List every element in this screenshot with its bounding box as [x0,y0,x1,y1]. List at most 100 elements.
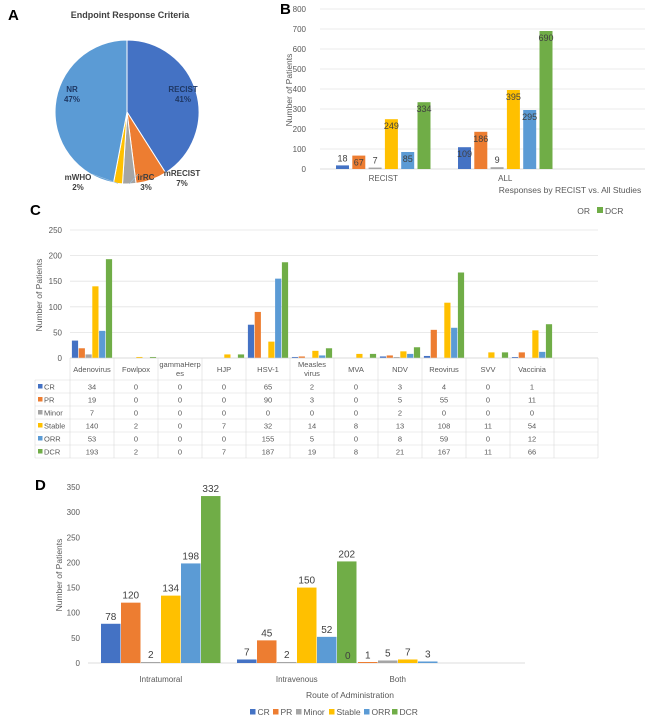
c-bar-hjp-stable [224,354,231,358]
b-bar-all-minor [490,167,504,169]
c-table-cell-minor-fowlpox: 0 [134,409,138,418]
d-y-tick-150: 150 [67,584,81,593]
c-table-cell-cr-adenovirus: 34 [88,383,96,392]
d-bar-intravenous-minor [277,661,297,663]
c-bar-adenovirus-dcr [105,259,113,358]
c-bar-adenovirus-minor [85,354,92,358]
d-bar-both-orr [418,661,438,663]
d-data-label-intravenous-orr: 52 [321,625,333,636]
c-table-row-label-cr: CR [44,383,55,392]
b-x-axis-title: Responses by RECIST vs. All Studies [499,185,642,195]
pie-leader-irrc [129,173,139,185]
c-table-cell-stable-fowlpox: 2 [134,422,138,431]
c-table-cell-pr-hsv-1: 90 [264,396,272,405]
b-data-label-all-minor: 9 [495,155,500,165]
c-bar-adenovirus-cr [71,340,79,358]
pie-pct-mwho: 2% [72,183,84,192]
pie-pct-irrc: 3% [140,183,152,192]
c-bar-measles-virus-pr [298,356,305,358]
c-bar-hsv-1-pr [254,311,261,358]
c-table-header-fowlpox: Fowlpox [122,365,150,374]
c-table-cell-cr-fowlpox: 0 [134,383,138,392]
c-y-tick-200: 200 [49,252,63,261]
c-table-cell-stable-vaccinia: 54 [528,422,536,431]
b-y-axis-title: Number of Patients [284,54,294,127]
c-y-tick-0: 0 [58,354,63,363]
b-data-label-recist-stable: 249 [384,121,399,131]
c-table-cell-stable-hjp: 7 [222,422,226,431]
b-data-label-all-orr: 295 [522,112,537,122]
c-table-cell-stable-mva: 8 [354,422,358,431]
b-data-label-recist-orr: 85 [403,154,413,164]
d-bar-intravenous-dcr [337,561,357,663]
c-table-cell-minor-adenovirus: 7 [90,409,94,418]
d-legend-label-cr: CR [258,707,270,717]
c-table-cell-orr-hjp: 0 [222,435,226,444]
d-y-tick-350: 350 [67,483,81,492]
c-table-row-label-dcr: DCR [44,448,61,457]
d-legend-label-orr: ORR [372,707,391,717]
c-bar-fowlpox-dcr [149,356,157,358]
c-bar-measles-virus-orr [319,355,326,358]
pie-pct-nr: 47% [64,95,80,104]
c-table-header-gammaherpes: es [176,369,184,378]
c-table-cell-cr-hjp: 0 [222,383,226,392]
c-table-cell-orr-adenovirus: 53 [88,435,96,444]
c-table-cell-stable-ndv: 13 [396,422,404,431]
c-table-cell-pr-hjp: 0 [222,396,226,405]
d-category-intratumoral: Intratumoral [139,675,182,684]
d-data-label-intratumoral-minor: 2 [148,650,154,661]
c-bar-ndv-dcr [413,347,421,358]
d-data-label-intravenous-stable: 150 [298,576,315,587]
pie-pct-mrecist: 7% [176,179,188,188]
c-table-cell-stable-svv: 11 [484,422,492,431]
d-category-both: Both [390,675,406,684]
c-table-header-measles-virus: Measles [298,360,326,369]
d-data-label-intravenous-dcr: 202 [338,549,355,560]
b-y-tick-300: 300 [293,105,307,114]
b-bar-all-dcr [539,31,553,169]
b-bar-recist-pr [352,155,366,169]
c-table-swatch-orr [38,436,43,441]
c-bar-ndv-stable [400,351,407,358]
c-table-row-label-stable: Stable [44,422,65,431]
c-table-cell-cr-ndv: 3 [398,383,402,392]
d-bar-both-stable [398,659,418,663]
c-y-axis-title: Number of Patients [34,259,44,332]
c-table-cell-cr-reovirus: 4 [442,383,446,392]
b-bar-all-cr [458,147,471,169]
c-bar-svv-dcr [501,352,509,358]
c-table-row-label-pr: PR [44,396,55,405]
c-y-tick-50: 50 [53,328,62,337]
c-bar-fowlpox-stable [136,356,143,358]
pie-label-irrc: irRC [138,173,155,182]
panel-letter-b: B [280,1,291,18]
c-table-cell-orr-reovirus: 59 [440,435,448,444]
c-bar-vaccinia-cr [511,357,519,358]
c-bar-vaccinia-stable [532,330,539,358]
c-table-cell-cr-mva: 0 [354,383,358,392]
pie-label-nr: NR [66,85,78,94]
b-bar-all-stable [506,90,520,169]
b-data-label-all-cr: 109 [457,149,472,159]
d-data-label-both-orr: 3 [425,649,431,660]
c-bar-mva-stable [356,353,363,358]
c-table-cell-dcr-gammaherpes: 0 [178,448,182,457]
d-y-tick-0: 0 [76,659,81,668]
c-table-cell-cr-measles-virus: 2 [310,383,314,392]
c-table-cell-orr-svv: 0 [486,435,490,444]
d-legend-label-pr: PR [281,707,293,717]
d-data-label-intratumoral-pr: 120 [122,591,139,602]
c-table-cell-pr-ndv: 5 [398,396,402,405]
d-y-tick-300: 300 [67,508,81,517]
c-bar-vaccinia-dcr [545,324,553,358]
c-table-cell-dcr-hsv-1: 187 [262,448,275,457]
d-legend-swatch-orr [364,709,370,715]
c-table-row-label-orr: ORR [44,435,61,444]
c-table-cell-orr-vaccinia: 12 [528,435,536,444]
c-table-header-svv: SVV [480,365,495,374]
b-y-tick-500: 500 [293,65,307,74]
